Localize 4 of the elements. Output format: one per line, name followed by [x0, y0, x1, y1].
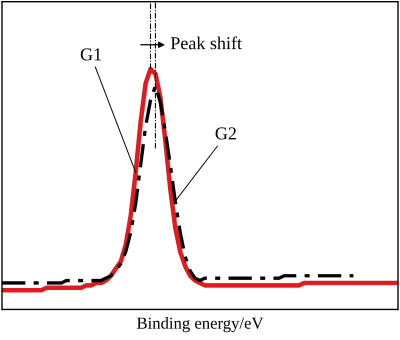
x-axis-title: Binding energy/eV	[136, 317, 264, 332]
text: G1	[80, 48, 102, 61]
text: Peak shift	[170, 36, 242, 50]
annotation: G2	[216, 127, 236, 140]
